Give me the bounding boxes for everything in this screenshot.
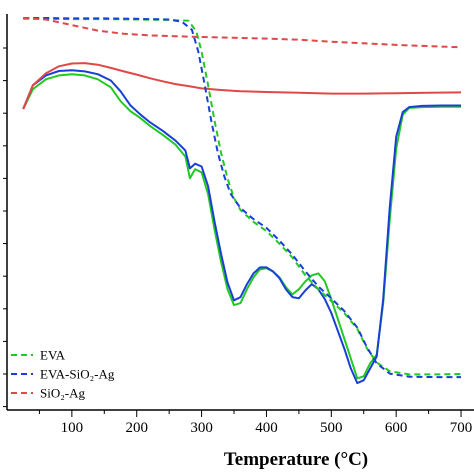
- series-line-dashed-4: [23, 17, 461, 379]
- x-tick-label: 500: [320, 420, 343, 436]
- x-tick-label: 200: [125, 420, 148, 436]
- legend: EVA EVA-SiO₂-Ag SiO₂-Ag: [11, 348, 115, 401]
- axes: 100 200 300 400 500 600 700: [3, 14, 474, 436]
- legend-label: EVA-SiO₂-Ag: [40, 367, 115, 382]
- series-layer: [22, 17, 462, 385]
- legend-label: EVA: [40, 348, 66, 363]
- x-tick-label: 300: [190, 420, 213, 436]
- series-line-solid-0: [22, 73, 461, 380]
- series-line-dashed-5: [23, 17, 462, 49]
- legend-label: SiO₂-Ag: [40, 386, 85, 401]
- series-line-solid-2: [22, 62, 462, 110]
- x-tick-label: 400: [255, 420, 278, 436]
- series-line-solid-1: [22, 69, 461, 385]
- x-tick-label: 600: [385, 420, 408, 436]
- x-tick-label: 100: [61, 420, 84, 436]
- x-tick-label: 700: [450, 420, 473, 436]
- x-axis-title: Temperature (°C): [224, 449, 368, 470]
